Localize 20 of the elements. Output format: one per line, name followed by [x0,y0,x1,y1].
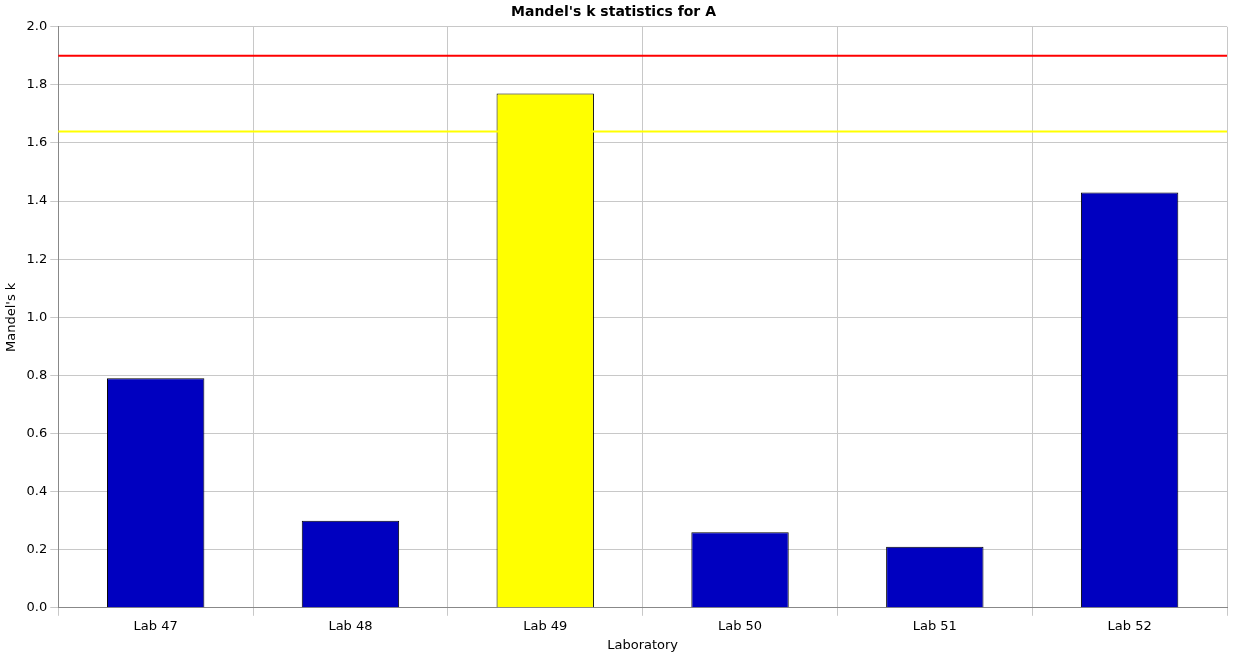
y-tick-label: 1.4 [26,192,48,208]
x-tick-label: Lab 49 [523,617,568,633]
x-axis-title: Laboratory [607,636,679,652]
chart-title: Mandel's k statistics for A [511,3,717,20]
x-tick-label: Lab 48 [328,617,373,633]
y-tick-label: 1.0 [26,308,48,324]
x-tick-label: Lab 47 [133,617,178,633]
y-tick-label: 2.0 [26,18,48,34]
y-tick-label: 0.0 [26,599,48,615]
x-tick-label: Lab 52 [1107,617,1152,633]
x-tick-label: Lab 50 [717,617,763,633]
y-tick-label: 0.2 [26,541,48,557]
y-tick-label: 1.6 [26,134,48,150]
y-tick-label: 0.4 [26,482,48,498]
y-tick-label: 0.8 [26,366,48,382]
y-axis-title: Mandel's k [3,282,19,352]
y-tick-label: 0.6 [26,424,48,440]
x-tick-label: Lab 51 [912,617,957,633]
y-tick-label: 1.8 [26,76,48,92]
y-tick-label: 1.2 [26,250,48,266]
